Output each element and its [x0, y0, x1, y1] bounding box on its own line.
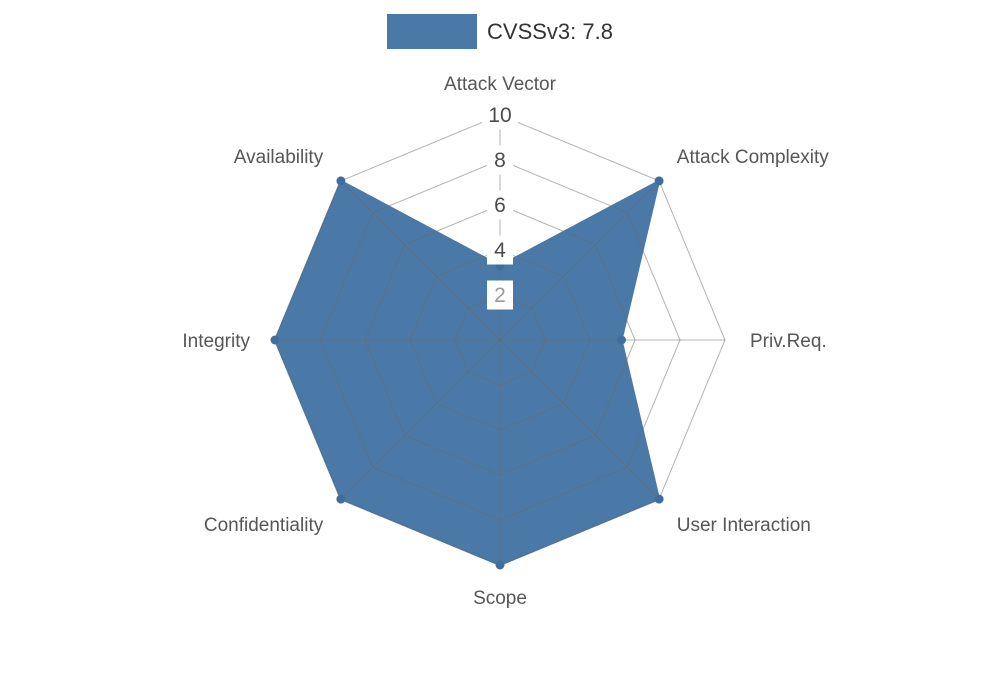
tick-label-10: 10: [488, 104, 511, 127]
tick-backdrop-2: [487, 280, 513, 310]
tick-label-8: 8: [494, 149, 506, 172]
tick-label-2: 2: [494, 284, 506, 307]
legend-swatch[interactable]: [387, 14, 478, 49]
tick-backdrop-6: [487, 190, 513, 220]
tick-backdrop-4: [487, 235, 513, 265]
data-point-user-interaction[interactable]: [654, 494, 664, 504]
tick-backdrop-8: [487, 145, 513, 175]
data-point-confidentiality[interactable]: [336, 494, 346, 504]
data-point-scope[interactable]: [495, 560, 505, 570]
legend-label[interactable]: CVSSv3: 7.8: [487, 19, 613, 44]
axis-label-attack-vector: Attack Vector: [444, 74, 557, 95]
tick-label-6: 6: [494, 194, 506, 217]
data-point-priv-req[interactable]: [617, 335, 626, 345]
axis-spoke-attack-complexity: [499, 180, 660, 341]
tick-label-4: 4: [494, 239, 506, 262]
axis-label-user-interaction: User Interaction: [677, 515, 811, 536]
axis-label-priv-req: Priv.Req.: [750, 331, 827, 352]
data-point-attack-complexity[interactable]: [654, 176, 664, 186]
legend[interactable]: CVSSv3: 7.8: [0, 14, 1000, 49]
axis-spoke-availability: [340, 180, 501, 341]
axis-label-scope: Scope: [473, 588, 527, 609]
data-point-availability[interactable]: [336, 176, 346, 186]
axis-spoke-confidentiality: [340, 339, 501, 500]
axis-label-integrity: Integrity: [182, 331, 250, 352]
axis-label-attack-complexity: Attack Complexity: [677, 147, 830, 168]
tick-backdrop-10: [482, 100, 518, 130]
axis-label-confidentiality: Confidentiality: [204, 515, 324, 536]
axis-spoke-user-interaction: [499, 339, 660, 500]
data-point-integrity[interactable]: [270, 335, 280, 345]
axis-label-availability: Availability: [234, 147, 324, 168]
